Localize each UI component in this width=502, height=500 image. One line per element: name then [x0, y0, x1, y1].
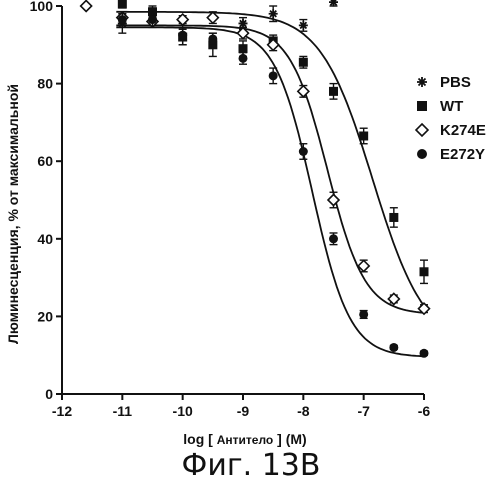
y-tick-label: 40	[37, 231, 53, 247]
legend-label-pbs: PBS	[440, 74, 471, 91]
x-tick-label: -8	[297, 403, 310, 419]
x-tick-label: -12	[52, 403, 72, 419]
point-e272y	[269, 71, 278, 80]
point-wt	[329, 87, 338, 96]
point-k274e	[328, 195, 339, 206]
point-e272y	[420, 349, 429, 358]
point-e272y	[208, 34, 217, 43]
point-e272y	[329, 234, 338, 243]
x-tick-label: -10	[173, 403, 193, 419]
point-e272y	[359, 310, 368, 319]
legend-label-wt: WT	[440, 98, 463, 115]
point-e272y	[178, 31, 187, 40]
point-wt	[299, 58, 308, 67]
y-tick-label: 20	[37, 308, 53, 324]
point-k274e	[207, 12, 218, 23]
point-pbs	[269, 9, 278, 18]
point-e272y	[389, 343, 398, 352]
y-axis-label: Люминесценция, % от максимальной	[5, 84, 21, 344]
y-tick-label: 0	[45, 386, 53, 402]
point-e272y	[148, 15, 157, 24]
legend: PBS WT K274E E272Y	[416, 74, 486, 163]
legend-marker-wt	[417, 101, 427, 111]
point-e272y	[118, 15, 127, 24]
legend-marker-e272y	[417, 149, 427, 159]
point-wt	[118, 0, 127, 9]
point-wt	[420, 267, 429, 276]
point-k274e	[298, 86, 309, 97]
x-tick-label: -11	[113, 403, 133, 419]
x-axis-label: log [ Антитело ] (M)	[183, 431, 306, 447]
point-wt	[389, 213, 398, 222]
point-e272y	[299, 147, 308, 156]
y-tick-label: 100	[30, 0, 54, 14]
point-pbs	[299, 21, 308, 30]
point-wt	[359, 131, 368, 140]
y-tick-label: 80	[37, 76, 53, 92]
legend-label-k274e: K274E	[440, 122, 486, 139]
data-points	[81, 0, 430, 358]
x-tick-label: -9	[237, 403, 250, 419]
x-tick-label: -6	[418, 403, 431, 419]
figure-caption: Фиг. 13В	[0, 448, 502, 483]
x-axis-label-unit-word: Антитело	[217, 433, 274, 447]
legend-marker-pbs	[417, 77, 427, 87]
y-tick-label: 60	[37, 153, 53, 169]
x-axis-label-suffix: ] (M)	[273, 431, 306, 447]
fit-curves	[116, 12, 424, 357]
point-wt	[239, 44, 248, 53]
axes: 0 20 40 60 80 100 -12 -11 -10 -9 -8 -7 -6	[30, 0, 431, 419]
fit-curve-wt	[116, 12, 424, 306]
point-e272y	[239, 54, 248, 63]
legend-marker-k274e	[416, 124, 428, 136]
point-k274e	[81, 1, 92, 12]
legend-label-e272y: E272Y	[440, 146, 485, 163]
x-axis-label-prefix: log [	[183, 431, 216, 447]
x-tick-label: -7	[357, 403, 370, 419]
